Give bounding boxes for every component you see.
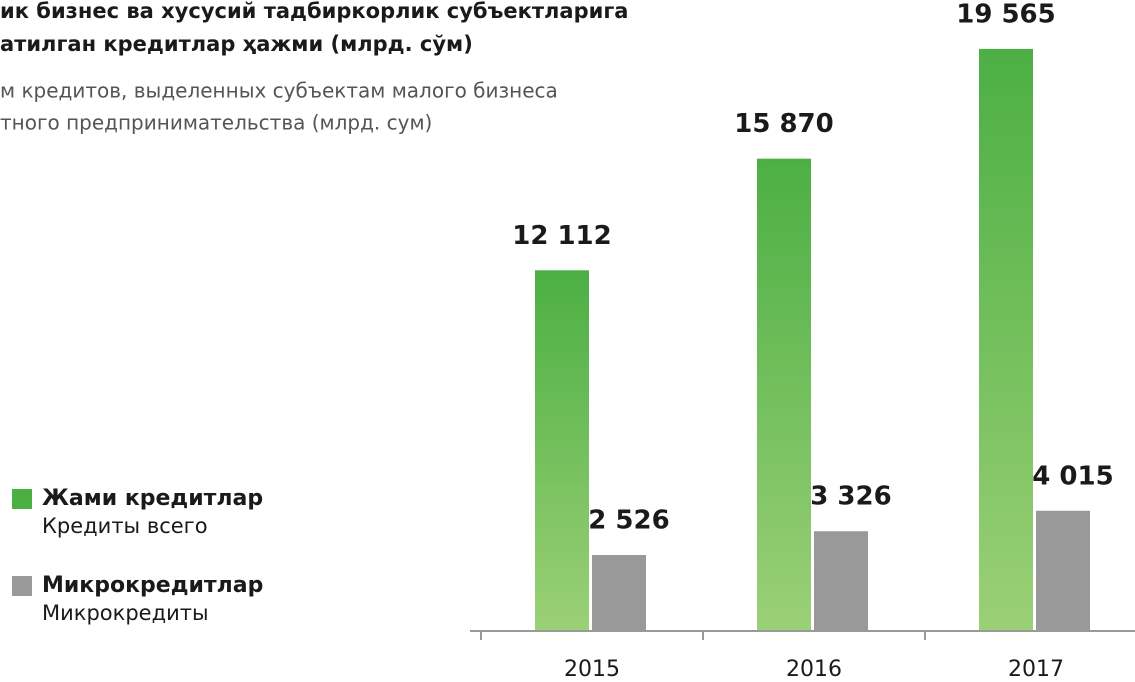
bar xyxy=(757,158,811,630)
legend-label: Микрокредитлар xyxy=(42,573,263,598)
chart-subtitle: тного предпринимательства (млрд. сум) xyxy=(0,111,432,135)
value-label: 15 870 xyxy=(734,109,834,139)
chart-subtitle: м кредитов, выделенных субъектам малого … xyxy=(0,79,558,103)
legend-swatch xyxy=(12,576,32,596)
x-tick-label: 2016 xyxy=(786,657,842,682)
bar xyxy=(592,554,646,630)
x-tick-label: 2015 xyxy=(564,657,620,682)
value-label: 12 112 xyxy=(512,221,612,251)
value-label: 2 526 xyxy=(588,505,669,535)
bar xyxy=(979,48,1033,631)
legend-sublabel: Кредиты всего xyxy=(42,514,208,538)
legend-label: Жами кредитлар xyxy=(42,486,263,511)
chart-title: атилган кредитлар ҳажми (млрд. сўм) xyxy=(0,32,473,56)
legend-swatch xyxy=(12,489,32,509)
value-label: 4 015 xyxy=(1032,461,1113,491)
bar xyxy=(1036,510,1090,630)
value-label: 3 326 xyxy=(810,482,891,512)
value-label: 19 565 xyxy=(956,0,1056,29)
legend-sublabel: Микрокредиты xyxy=(42,601,209,625)
x-tick-label: 2017 xyxy=(1008,657,1064,682)
bar xyxy=(535,270,589,630)
chart-title: ик бизнес ва хусусий тадбиркорлик субъек… xyxy=(0,0,628,23)
bar xyxy=(814,531,868,630)
